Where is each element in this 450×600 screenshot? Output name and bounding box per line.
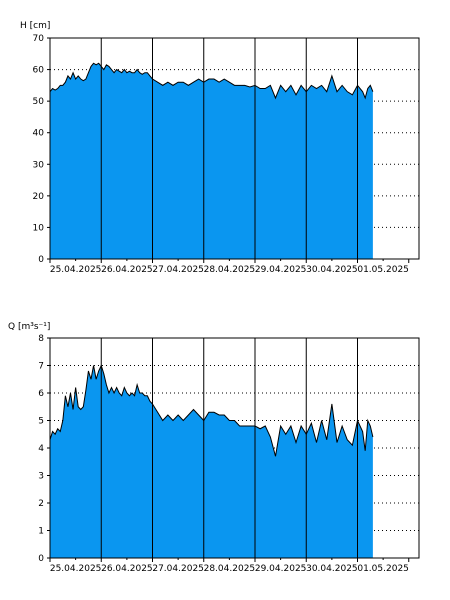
y-axis-label: Q [m³s⁻¹] — [8, 322, 50, 332]
chart-panel-1: 0 10 20 30 40 50 60 70 25.04.2025 26.04.2025 27.04… — [20, 21, 420, 275]
series-area — [50, 63, 373, 259]
y-tick-label: 10 — [33, 223, 45, 233]
y-tick-label: 20 — [33, 192, 45, 202]
y-tick-label: 1 — [38, 527, 44, 537]
x-tick-label: 25.04.2025 — [50, 265, 102, 275]
series-area — [50, 365, 373, 558]
x-tick-label: 01.05.2025 — [357, 564, 409, 574]
plot-frame — [49, 37, 420, 260]
y-tick-label: 3 — [38, 472, 44, 482]
y-tick-label: 7 — [38, 362, 44, 372]
y-tick-label: 0 — [38, 255, 44, 265]
y-tick-label: 30 — [33, 160, 45, 170]
x-tick-label: 27.04.2025 — [152, 265, 204, 275]
y-tick-label: 5 — [38, 417, 44, 427]
y-tick-label: 40 — [33, 129, 45, 139]
y-tick-label: 70 — [33, 34, 45, 44]
series-line — [49, 62, 374, 100]
x-tick-label: 29.04.2025 — [255, 564, 307, 574]
x-tick-label: 28.04.2025 — [204, 265, 256, 275]
y-tick-label: 0 — [38, 554, 44, 564]
x-tick-label: 26.04.2025 — [101, 265, 153, 275]
x-tick-label: 26.04.2025 — [101, 564, 153, 574]
y-tick-label: 6 — [38, 389, 44, 399]
x-tick-label: 30.04.2025 — [306, 564, 358, 574]
x-tick-label: 29.04.2025 — [255, 265, 307, 275]
x-tick-label: 30.04.2025 — [306, 265, 358, 275]
x-tick-label: 01.05.2025 — [357, 265, 409, 275]
series-line — [49, 364, 374, 457]
y-axis-label: H [cm] — [20, 21, 50, 31]
y-tick-label: 2 — [38, 499, 44, 509]
x-tick-label: 28.04.2025 — [204, 564, 256, 574]
y-tick-label: 50 — [33, 97, 45, 107]
x-tick-label: 25.04.2025 — [50, 564, 102, 574]
y-tick-label: 4 — [38, 444, 44, 454]
x-tick-label: 27.04.2025 — [152, 564, 204, 574]
y-tick-label: 8 — [38, 334, 44, 344]
y-tick-label: 60 — [33, 66, 45, 76]
